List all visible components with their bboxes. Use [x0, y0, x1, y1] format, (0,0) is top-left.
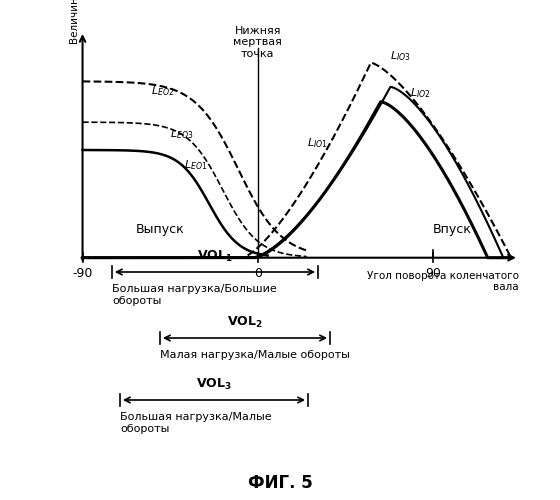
Text: 0: 0	[254, 267, 262, 280]
Text: $L_{IO1}$: $L_{IO1}$	[306, 136, 328, 150]
Text: $\mathbf{VOL_2}$: $\mathbf{VOL_2}$	[227, 315, 263, 330]
Text: $\mathbf{VOL_3}$: $\mathbf{VOL_3}$	[196, 377, 232, 392]
Text: $L_{EO1}$: $L_{EO1}$	[184, 158, 207, 172]
Text: -90: -90	[72, 267, 93, 280]
Text: Малая нагрузка/Малые обороты: Малая нагрузка/Малые обороты	[160, 350, 350, 360]
Text: $L_{EO2}$: $L_{EO2}$	[151, 84, 174, 98]
Text: ФИГ. 5: ФИГ. 5	[248, 474, 312, 492]
Text: Выпуск: Выпуск	[136, 224, 185, 236]
Text: Нижняя
мертвая
точка: Нижняя мертвая точка	[234, 26, 282, 59]
Text: $\mathbf{VOL_1}$: $\mathbf{VOL_1}$	[197, 249, 233, 264]
Text: Угол поворота коленчатого
вала: Угол поворота коленчатого вала	[367, 270, 519, 292]
Text: $L_{IO2}$: $L_{IO2}$	[410, 86, 431, 100]
Text: Большая нагрузка/Малые
обороты: Большая нагрузка/Малые обороты	[120, 412, 272, 434]
Text: Большая нагрузка/Большие
обороты: Большая нагрузка/Большие обороты	[112, 284, 277, 306]
Text: $L_{EO3}$: $L_{EO3}$	[170, 127, 194, 141]
Text: Величина подъема клапанов: Величина подъема клапанов	[70, 0, 80, 44]
Text: $L_{IO3}$: $L_{IO3}$	[390, 49, 411, 63]
Text: Впуск: Впуск	[433, 224, 472, 236]
Text: 90: 90	[425, 267, 441, 280]
